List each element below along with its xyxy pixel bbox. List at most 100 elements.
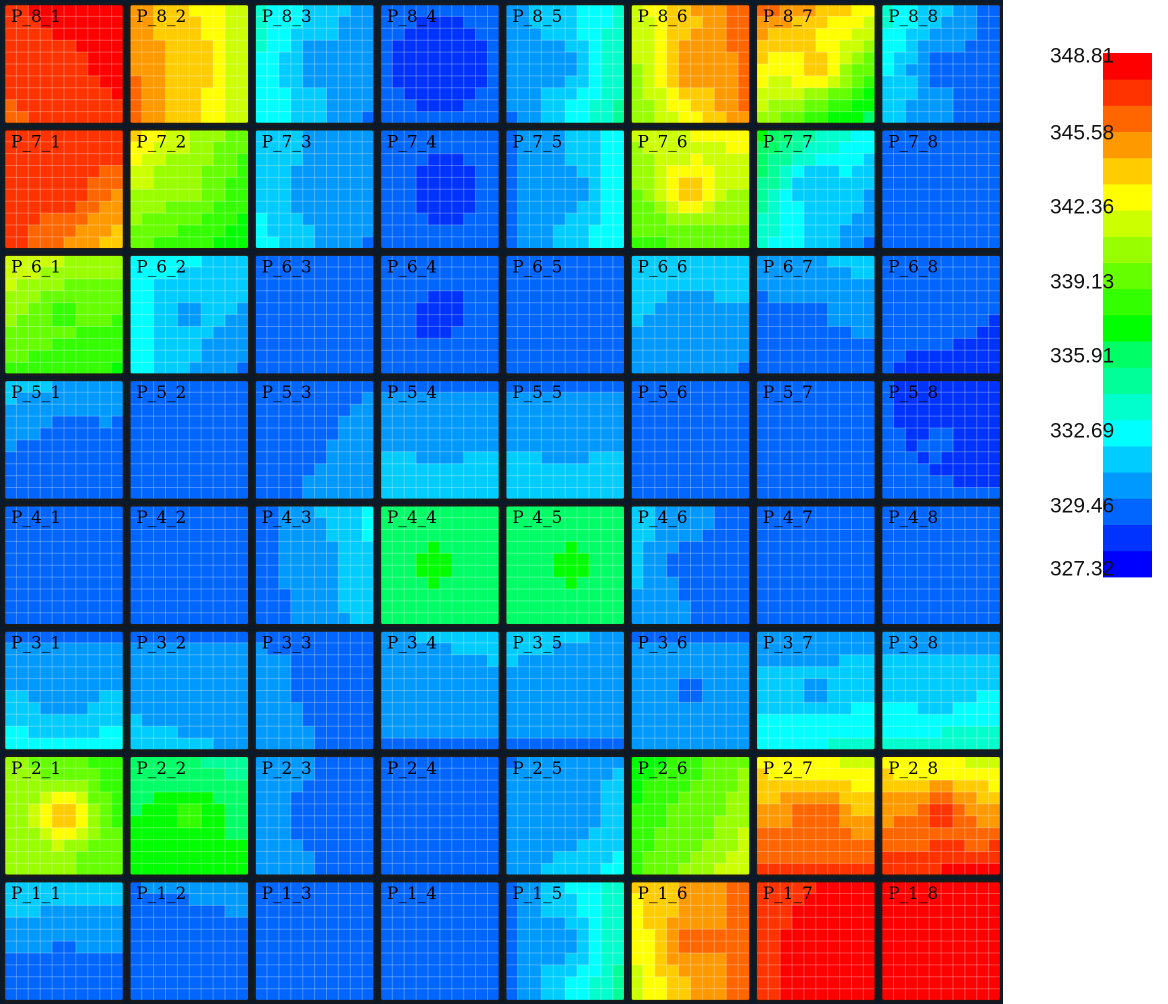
heatmap-cell xyxy=(780,75,793,89)
heatmap-cell xyxy=(863,302,876,315)
heatmap-cell xyxy=(905,463,918,476)
heatmap-cell xyxy=(505,177,518,190)
heatmap-cell xyxy=(40,529,53,542)
heatmap-cell xyxy=(792,326,805,339)
heatmap-cell xyxy=(815,475,829,488)
heatmap-cell xyxy=(654,350,668,363)
heatmap-cell xyxy=(905,189,918,202)
heatmap-cell xyxy=(75,75,89,89)
heatmap-panel: P_7_2 xyxy=(128,128,251,251)
heatmap-cell xyxy=(600,589,614,602)
heatmap-cell xyxy=(881,600,894,614)
heatmap-cell xyxy=(87,201,101,214)
heatmap-cell xyxy=(16,111,29,124)
heatmap-cell xyxy=(350,428,363,441)
heatmap-cell xyxy=(600,236,614,250)
heatmap-cell xyxy=(189,290,202,304)
heatmap-panel: P_8_5 xyxy=(503,2,627,126)
heatmap-cell xyxy=(988,75,1001,89)
heatmap-cell xyxy=(976,612,990,626)
heatmap-cell xyxy=(780,290,793,304)
heatmap-cell xyxy=(129,302,143,315)
heatmap-cell xyxy=(988,40,1001,53)
heatmap-cell xyxy=(4,380,17,393)
heatmap-cell xyxy=(475,111,488,124)
heatmap-cell xyxy=(517,75,530,89)
heatmap-cell xyxy=(702,255,715,268)
heatmap-cell xyxy=(666,392,679,405)
heatmap-cell xyxy=(517,380,530,393)
heatmap-cell xyxy=(28,553,41,566)
heatmap-cell xyxy=(267,392,280,405)
heatmap-cell xyxy=(666,350,679,363)
heatmap-cell xyxy=(314,416,327,429)
heatmap-cell xyxy=(666,40,679,53)
heatmap-cell xyxy=(463,577,476,590)
heatmap-cell xyxy=(863,463,876,476)
panel-label: P_4_2 xyxy=(136,508,186,528)
heatmap-cell xyxy=(666,153,679,166)
heatmap-cell xyxy=(905,99,918,112)
heatmap-cell xyxy=(964,404,978,417)
heatmap-cell xyxy=(851,52,864,65)
heatmap-cell xyxy=(690,75,703,89)
heatmap-cell xyxy=(362,40,375,53)
heatmap-cell xyxy=(380,75,393,89)
heatmap-cell xyxy=(40,189,53,202)
heatmap-cell xyxy=(64,314,77,327)
heatmap-cell xyxy=(141,4,154,17)
heatmap-cell xyxy=(612,87,626,101)
heatmap-cell xyxy=(600,278,614,292)
panel-border xyxy=(754,128,878,251)
heatmap-cell xyxy=(612,565,626,578)
heatmap-cell xyxy=(553,541,566,554)
heatmap-cell xyxy=(756,451,769,465)
heatmap-cell xyxy=(28,16,41,29)
heatmap-cell xyxy=(350,314,363,327)
heatmap-cell xyxy=(666,451,679,465)
heatmap-cell xyxy=(338,87,351,101)
heatmap-cell xyxy=(463,362,476,375)
heatmap-cell xyxy=(99,362,112,375)
heatmap-cell xyxy=(129,362,143,375)
heatmap-cell xyxy=(517,589,530,602)
heatmap-cell xyxy=(815,189,829,202)
heatmap-cell xyxy=(201,487,214,500)
heatmap-cell xyxy=(642,487,656,500)
heatmap-cell xyxy=(28,236,41,250)
heatmap-cell xyxy=(28,338,41,351)
heatmap-cell xyxy=(99,392,112,405)
heatmap-cell xyxy=(678,201,691,214)
heatmap-cell xyxy=(267,314,280,327)
heatmap-cell xyxy=(738,416,751,429)
heatmap-cell xyxy=(988,600,1001,614)
heatmap-cell xyxy=(803,87,817,101)
heatmap-cell xyxy=(326,52,339,65)
heatmap-cell xyxy=(863,129,876,143)
heatmap-cell xyxy=(201,463,214,476)
heatmap-cell xyxy=(99,99,112,112)
heatmap-cell xyxy=(541,111,554,124)
heatmap-cell xyxy=(678,589,691,602)
heatmap-cell xyxy=(678,380,691,393)
heatmap-cell xyxy=(792,255,805,268)
heatmap-cell xyxy=(439,505,453,518)
heatmap-cell xyxy=(451,505,465,518)
heatmap-cell xyxy=(439,201,453,214)
heatmap-cell xyxy=(756,28,769,41)
heatmap-cell xyxy=(267,404,280,417)
heatmap-cell xyxy=(290,64,304,77)
heatmap-cell xyxy=(52,87,65,101)
heatmap-cell xyxy=(600,505,614,518)
heatmap-cell xyxy=(529,338,542,351)
heatmap-cell xyxy=(917,111,930,124)
heatmap-cell xyxy=(350,600,363,614)
heatmap-cell xyxy=(768,189,781,202)
heatmap-cell xyxy=(225,565,238,578)
heatmap-cell xyxy=(678,111,691,124)
heatmap-cell xyxy=(839,255,852,268)
heatmap-cell xyxy=(314,4,327,17)
heatmap-cell xyxy=(338,75,351,89)
heatmap-cell xyxy=(475,255,488,268)
heatmap-cell xyxy=(553,487,566,500)
